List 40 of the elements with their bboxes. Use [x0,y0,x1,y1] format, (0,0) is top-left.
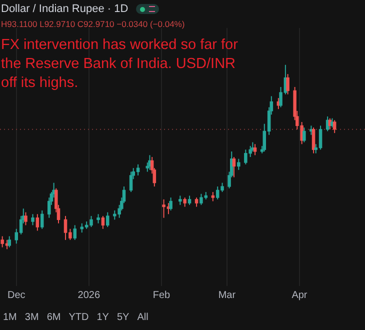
candlestick [129,171,133,193]
candlestick [0,236,4,248]
candlestick [194,197,198,208]
text: 1M [3,312,17,323]
candlestick [24,212,28,226]
candlestick [286,74,290,95]
text: 5Y [116,312,130,323]
candlestick [80,222,84,234]
candlestick [31,214,34,226]
text: All [137,312,148,323]
x-tick-label: 2026 [78,290,100,301]
x-tick-label: Apr [292,290,308,301]
candlestick [232,156,236,178]
candlestick [253,144,257,156]
candlestick [237,158,240,170]
text: YTD [68,312,89,323]
candlestick [178,195,182,206]
candlestick [169,197,172,211]
candlestick [332,120,336,134]
x-tick-label: Dec [7,290,26,301]
candlestick [8,236,11,248]
candlestick [101,215,105,230]
x-tick-label: Mar [218,290,236,301]
candlestick [96,214,100,224]
candlestick [36,214,40,232]
candlestick [188,195,192,206]
candlestick [106,212,110,228]
text: 1Y [96,312,109,323]
candlestick [183,197,186,208]
candlestick [211,192,215,202]
text: 3M [24,312,39,323]
candlestick [302,127,306,143]
candlestick [73,224,76,240]
candlestick [40,210,44,230]
x-tick-label: Feb [152,290,170,301]
chart-subtitle: H93.1100 L92.9710 C92.9710 −0.0340 (−0.04%) [1,19,185,29]
text: 6M [46,312,61,323]
candlestick [162,198,166,218]
annotation: FX intervention has worked so far for the Reserve Bank of India. USD/INR off its highs. [1,36,239,93]
chart-title: Dollar / Indian Rupee · 1D [1,3,128,15]
